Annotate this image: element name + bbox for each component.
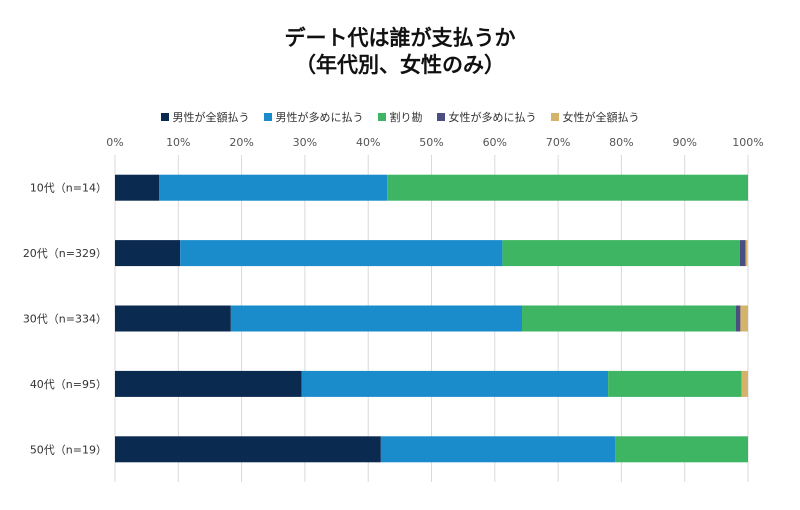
bar-segment	[115, 305, 231, 332]
legend-item: 割り勘	[377, 109, 423, 125]
legend-item: 女性が全額払う	[550, 109, 640, 125]
category-label: 50代（n=19）	[30, 443, 107, 456]
chart-title: デート代は誰が支払うか	[284, 26, 516, 50]
bar-segment	[502, 240, 740, 267]
bar-segment	[115, 436, 381, 463]
x-tick-label: 50%	[419, 136, 443, 149]
bar-segment	[301, 370, 609, 397]
x-tick-label: 10%	[166, 136, 190, 149]
category-label: 20代（n=329）	[23, 247, 107, 260]
x-tick-label: 40%	[356, 136, 380, 149]
bar-segment	[230, 305, 523, 332]
category-label: 40代（n=95）	[30, 378, 107, 391]
x-tick-label: 100%	[732, 136, 763, 149]
x-tick-label: 60%	[483, 136, 507, 149]
category-label: 10代（n=14）	[30, 182, 107, 195]
legend-swatch	[160, 113, 169, 121]
bar-segment	[740, 305, 748, 332]
bar-segment	[608, 370, 742, 397]
x-tick-label: 0%	[106, 136, 123, 149]
x-tick-label: 20%	[229, 136, 253, 149]
bar-segment	[735, 305, 741, 332]
bar-segment	[739, 240, 746, 267]
legend-label: 女性が全額払う	[562, 111, 640, 124]
bar-segment	[115, 174, 160, 201]
bar-segment	[522, 305, 736, 332]
x-tick-label: 70%	[546, 136, 570, 149]
x-tick-label: 80%	[609, 136, 633, 149]
chart-subtitle: （年代別、女性のみ）	[295, 53, 505, 77]
x-tick-label: 30%	[293, 136, 317, 149]
legend-label: 女性が多めに払う	[448, 111, 537, 124]
bar-segment	[159, 174, 388, 201]
legend-swatch	[263, 113, 272, 121]
legend-label: 割り勘	[389, 111, 423, 124]
legend-swatch	[377, 113, 386, 121]
category-label: 30代（n=334）	[23, 313, 107, 326]
bar-segment	[615, 436, 748, 463]
x-tick-label: 90%	[672, 136, 696, 149]
legend-item: 男性が全額払う	[160, 109, 250, 125]
chart-legend: 男性が全額払う 男性が多めに払う 割り勘 女性が多めに払う 女性が全額払う	[0, 109, 800, 125]
bar-segment	[380, 436, 616, 463]
bar-segment	[115, 240, 181, 267]
legend-swatch	[436, 113, 445, 121]
bar-segment	[387, 174, 748, 201]
legend-label: 男性が多めに払う	[275, 111, 364, 124]
legend-item: 男性が多めに払う	[263, 109, 364, 125]
bar-segment	[180, 240, 503, 267]
legend-label: 男性が全額払う	[172, 111, 250, 124]
bar-segment	[741, 370, 748, 397]
legend-item: 女性が多めに払う	[436, 109, 537, 125]
bar-segment	[745, 240, 748, 267]
bar-segment	[115, 370, 302, 397]
legend-swatch	[550, 113, 559, 121]
